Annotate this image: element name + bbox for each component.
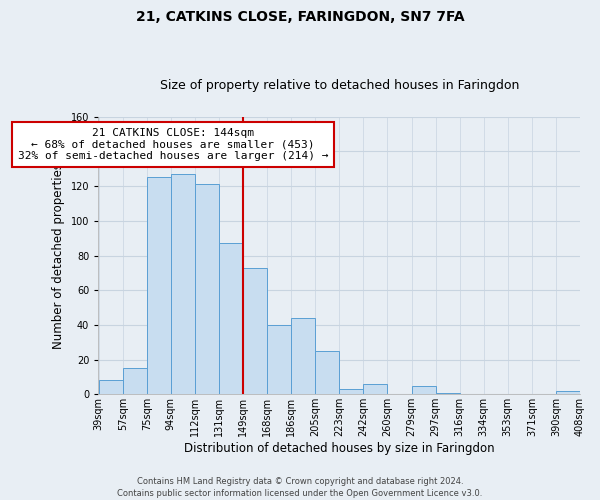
Bar <box>267 325 291 394</box>
Text: Contains HM Land Registry data © Crown copyright and database right 2024.
Contai: Contains HM Land Registry data © Crown c… <box>118 476 482 498</box>
Bar <box>123 368 147 394</box>
Bar <box>171 174 195 394</box>
X-axis label: Distribution of detached houses by size in Faringdon: Distribution of detached houses by size … <box>184 442 494 455</box>
Bar <box>291 318 315 394</box>
Bar <box>243 268 267 394</box>
Title: Size of property relative to detached houses in Faringdon: Size of property relative to detached ho… <box>160 79 519 92</box>
Bar <box>340 389 364 394</box>
Bar <box>195 184 219 394</box>
Text: 21, CATKINS CLOSE, FARINGDON, SN7 7FA: 21, CATKINS CLOSE, FARINGDON, SN7 7FA <box>136 10 464 24</box>
Bar <box>436 392 460 394</box>
Bar <box>364 384 388 394</box>
Bar <box>147 178 171 394</box>
Y-axis label: Number of detached properties: Number of detached properties <box>52 162 65 348</box>
Bar <box>412 386 436 394</box>
Bar <box>315 351 340 395</box>
Bar <box>219 244 243 394</box>
Text: 21 CATKINS CLOSE: 144sqm
← 68% of detached houses are smaller (453)
32% of semi-: 21 CATKINS CLOSE: 144sqm ← 68% of detach… <box>17 128 328 161</box>
Bar <box>98 380 123 394</box>
Bar <box>556 391 580 394</box>
